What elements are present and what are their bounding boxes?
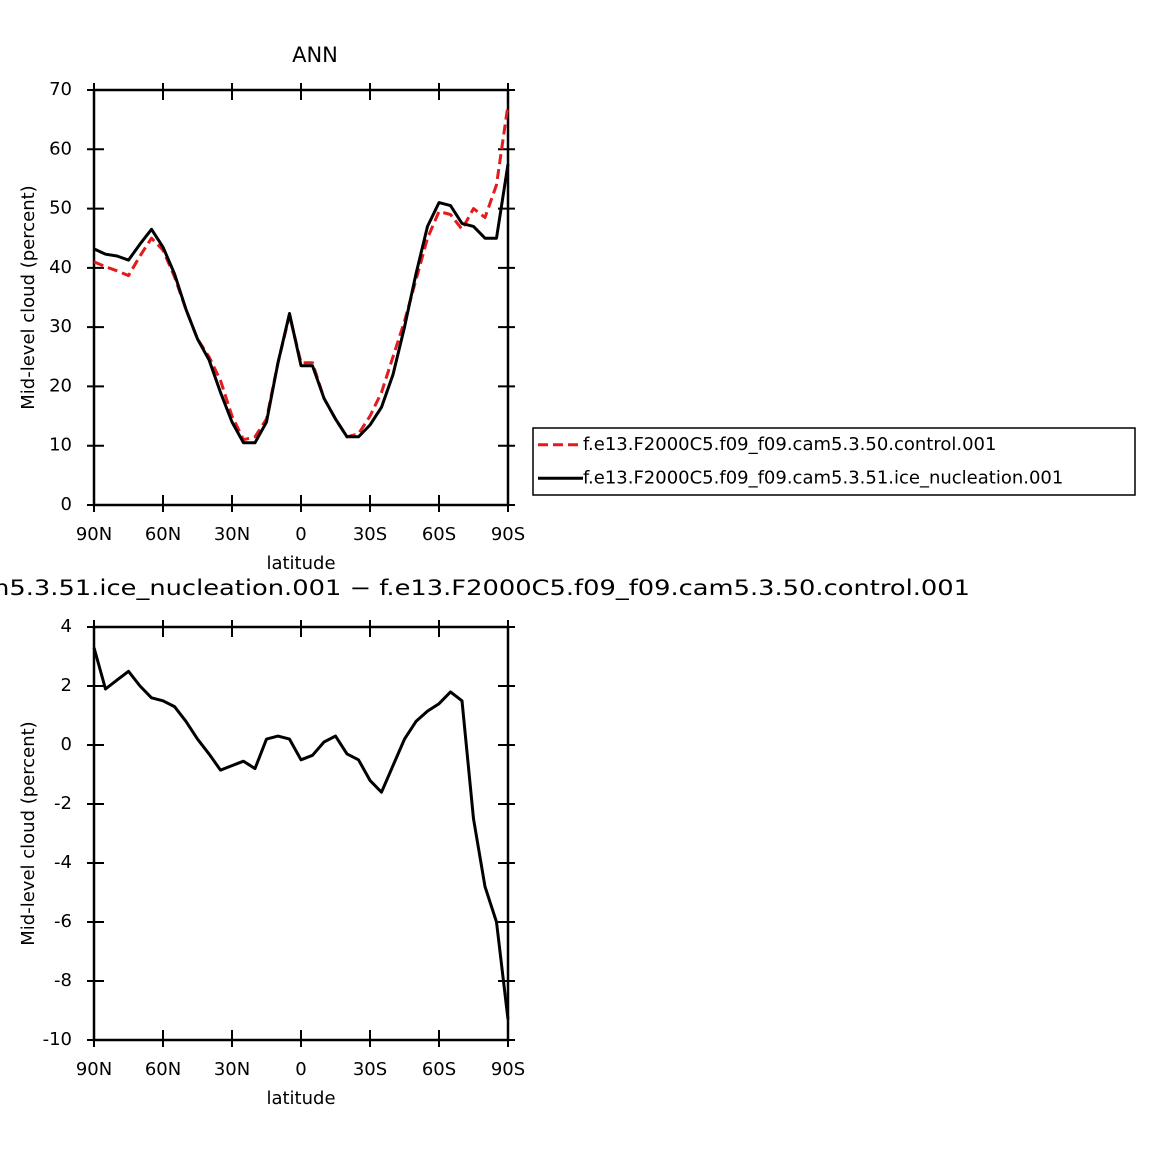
y-tick-label: 2 [61, 675, 72, 696]
x-tick-label: 30N [214, 1059, 250, 1080]
data-line [92, 647, 510, 1020]
x-tick-label: 60S [422, 1059, 456, 1080]
y-tick-label: -6 [54, 911, 72, 932]
x-tick-label: 30S [353, 1059, 387, 1080]
y-tick-label: -10 [43, 1029, 72, 1050]
y-tick-label: 0 [61, 734, 72, 755]
legend-box [532, 427, 1136, 496]
y-axis-label: Mid-level cloud (percent) [18, 185, 39, 409]
x-tick-label: 60S [422, 524, 456, 545]
x-tick-label: 60N [145, 1059, 181, 1080]
legend-label: f.e13.F2000C5.f09_f09.cam5.3.51.ice_nucl… [583, 467, 1063, 488]
y-tick-label: 10 [49, 435, 72, 456]
plot-frame [92, 625, 510, 1042]
x-tick-label: 30S [353, 524, 387, 545]
y-tick-label: -4 [54, 852, 72, 873]
x-axis-label: latitude [266, 1088, 335, 1109]
x-tick-label: 90S [491, 524, 525, 545]
y-tick-label: 20 [49, 375, 72, 396]
x-tick-label: 90S [491, 1059, 525, 1080]
x-tick-label: 60N [145, 524, 181, 545]
x-tick-label: 30N [214, 524, 250, 545]
y-axis-label: Mid-level cloud (percent) [18, 721, 39, 945]
y-tick-label: 70 [49, 79, 72, 100]
x-tick-label: 0 [295, 1059, 306, 1080]
y-tick-label: 30 [49, 316, 72, 337]
y-tick-label: 50 [49, 198, 72, 219]
y-tick-label: 40 [49, 257, 72, 278]
y-tick-label: -2 [54, 793, 72, 814]
data-line [93, 104, 510, 442]
chart-title: f.e13.F2000C5.f09_f09.cam5.3.51.ice_nucl… [0, 576, 970, 601]
y-tick-label: 60 [49, 138, 72, 159]
y-tick-label: -8 [54, 970, 72, 991]
y-tick-label: 4 [61, 616, 72, 637]
y-tick-label: 0 [61, 494, 72, 515]
x-tick-label: 90N [76, 1059, 112, 1080]
plot-frame [92, 88, 510, 507]
legend-label: f.e13.F2000C5.f09_f09.cam5.3.50.control.… [583, 434, 996, 455]
x-tick-label: 0 [295, 524, 306, 545]
x-tick-label: 90N [76, 524, 112, 545]
chart-title: ANN [292, 43, 338, 67]
data-line [93, 163, 510, 445]
x-axis-label: latitude [266, 553, 335, 574]
